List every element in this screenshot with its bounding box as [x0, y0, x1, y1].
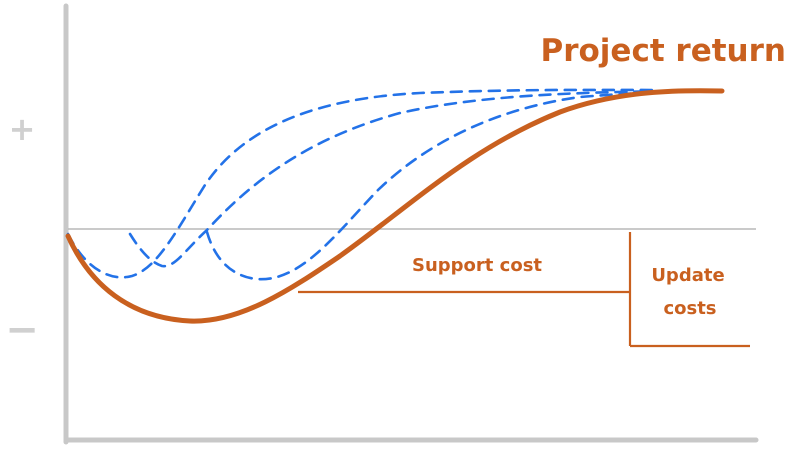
positive-sign: + — [9, 110, 36, 148]
update-costs-label-line1: Update — [651, 265, 724, 286]
project-return-curve — [65, 88, 725, 324]
update-curve-2 — [128, 89, 682, 268]
update-curves — [66, 88, 702, 281]
update-costs-label-line2: costs — [663, 298, 716, 319]
chart-title: Project return — [540, 33, 786, 69]
update-curve-3 — [205, 89, 702, 281]
update-curve-1 — [66, 88, 657, 279]
support-cost-label: Support cost — [412, 255, 542, 276]
negative-sign: − — [5, 307, 39, 353]
